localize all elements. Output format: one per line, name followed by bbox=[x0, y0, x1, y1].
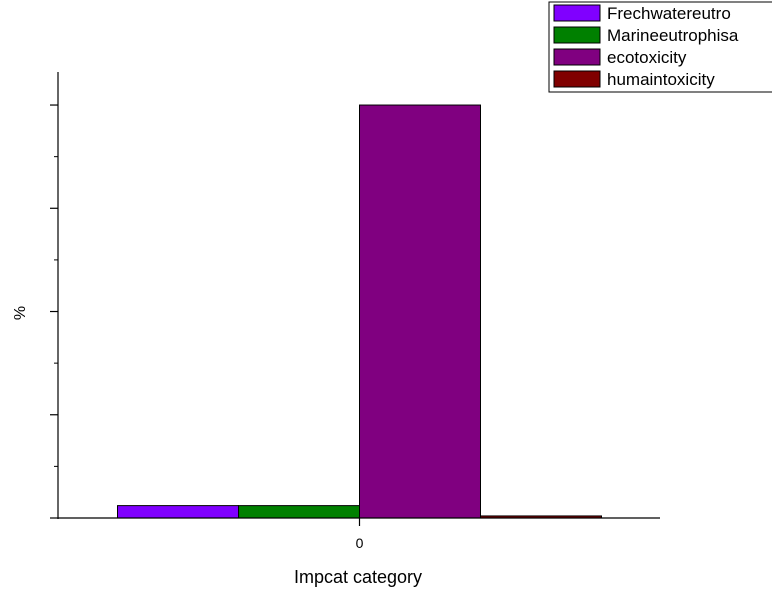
legend-swatch-1 bbox=[553, 26, 601, 44]
legend-label: Frechwatereutro bbox=[607, 4, 731, 23]
x-tick-label: 0 bbox=[356, 535, 364, 551]
legend-label: Marineeutrophisa bbox=[607, 26, 739, 45]
legend: Frechwatereutro Marineeutrophisa ecotoxici… bbox=[548, 1, 772, 93]
legend-label: humaintoxicity bbox=[607, 70, 715, 89]
legend-label: ecotoxicity bbox=[607, 48, 687, 67]
x-axis-label: Impcat category bbox=[294, 567, 422, 587]
y-axis-label: % bbox=[12, 306, 29, 320]
legend-swatch-0 bbox=[553, 4, 601, 22]
bar-ecotoxicity bbox=[359, 104, 481, 519]
bar-marineeutrophisa bbox=[238, 505, 360, 519]
bar-frechwatereutro bbox=[117, 505, 239, 519]
bars-group bbox=[117, 104, 602, 519]
axes-group: 0 bbox=[50, 72, 660, 551]
legend-swatch-3 bbox=[553, 70, 601, 88]
legend-swatch-2 bbox=[553, 48, 601, 66]
